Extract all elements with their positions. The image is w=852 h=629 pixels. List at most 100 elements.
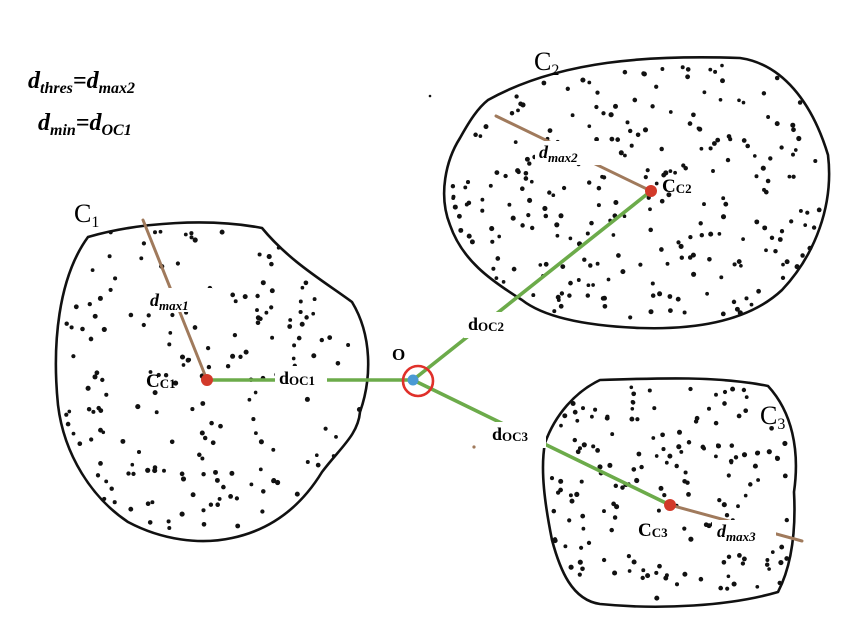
data-point xyxy=(572,437,577,443)
data-point xyxy=(264,310,269,315)
data-point xyxy=(275,479,281,486)
data-point xyxy=(612,570,618,576)
data-point xyxy=(728,137,733,142)
data-point xyxy=(298,299,303,304)
data-point xyxy=(551,193,556,198)
data-point xyxy=(647,388,652,393)
data-point xyxy=(558,213,564,219)
cluster-3-radius-label: dmax3 xyxy=(717,521,756,544)
data-point xyxy=(706,523,712,529)
data-point xyxy=(192,325,198,330)
label-bg-oc1 xyxy=(275,366,327,392)
data-point xyxy=(311,311,316,316)
data-point xyxy=(685,74,691,80)
data-point xyxy=(88,336,94,342)
data-point xyxy=(483,124,489,130)
data-point xyxy=(258,439,264,445)
data-point xyxy=(627,569,632,573)
data-point xyxy=(683,165,688,171)
data-point xyxy=(600,296,606,301)
cluster-2-center-label: CC2 xyxy=(662,176,692,197)
data-point xyxy=(614,504,620,510)
data-point xyxy=(579,545,584,550)
data-point xyxy=(687,255,693,260)
data-point xyxy=(113,276,118,281)
equation-threshold: dthres=dmax2 xyxy=(28,68,135,97)
data-point xyxy=(255,293,260,299)
data-point xyxy=(104,479,109,484)
data-point xyxy=(298,309,303,315)
data-point xyxy=(743,408,749,414)
data-point xyxy=(718,97,723,102)
data-point xyxy=(687,121,693,126)
data-point xyxy=(109,486,114,491)
data-point xyxy=(152,468,158,474)
cluster-3-center-point xyxy=(664,499,676,511)
data-point xyxy=(569,498,575,504)
data-point xyxy=(312,297,317,302)
data-point xyxy=(334,435,338,439)
data-point xyxy=(760,165,766,171)
data-point xyxy=(579,479,584,484)
data-point xyxy=(575,418,580,423)
data-point xyxy=(762,225,768,231)
data-point xyxy=(233,299,238,304)
distance-line-oc2 xyxy=(411,189,653,382)
data-point xyxy=(181,363,186,367)
data-point xyxy=(112,500,117,505)
data-point xyxy=(270,335,275,340)
data-point xyxy=(209,420,214,426)
data-point xyxy=(230,292,236,298)
data-points xyxy=(64,63,822,601)
data-point xyxy=(271,447,276,452)
data-point xyxy=(299,321,305,327)
label-bg-oc3 xyxy=(488,422,546,448)
origin-ring xyxy=(401,364,435,398)
data-point xyxy=(170,312,175,318)
data-point xyxy=(626,553,632,559)
data-point xyxy=(568,493,573,498)
data-point xyxy=(732,262,737,267)
data-point xyxy=(714,392,718,397)
data-point xyxy=(456,213,462,219)
data-point xyxy=(154,410,159,415)
data-point xyxy=(175,261,180,266)
data-point xyxy=(698,221,703,226)
data-point xyxy=(558,478,564,484)
data-point xyxy=(581,442,587,448)
data-point xyxy=(190,407,195,412)
data-point xyxy=(719,275,724,280)
data-point xyxy=(631,559,637,565)
data-point xyxy=(686,492,691,497)
data-point xyxy=(356,407,362,412)
data-point xyxy=(642,127,649,133)
data-point xyxy=(749,302,754,307)
data-point xyxy=(543,213,549,219)
data-point xyxy=(698,576,704,582)
data-point xyxy=(247,397,252,402)
data-point xyxy=(294,491,300,497)
data-point xyxy=(201,521,207,527)
data-point xyxy=(720,311,726,317)
data-point xyxy=(596,203,601,208)
data-point xyxy=(167,526,172,530)
data-point xyxy=(640,575,645,581)
data-point xyxy=(507,202,512,207)
data-point xyxy=(706,406,712,411)
data-point xyxy=(766,115,771,119)
data-point xyxy=(726,473,731,478)
data-point xyxy=(255,315,261,321)
data-point xyxy=(682,571,688,577)
data-point xyxy=(622,69,628,75)
data-point xyxy=(789,219,794,224)
data-point xyxy=(654,84,659,89)
data-point xyxy=(230,353,236,359)
data-point xyxy=(688,234,693,240)
data-point xyxy=(668,110,673,114)
data-point xyxy=(490,239,495,244)
data-point xyxy=(720,214,727,220)
data-point xyxy=(73,304,79,310)
data-point xyxy=(590,414,594,419)
data-point xyxy=(658,485,664,491)
data-point xyxy=(92,313,98,319)
